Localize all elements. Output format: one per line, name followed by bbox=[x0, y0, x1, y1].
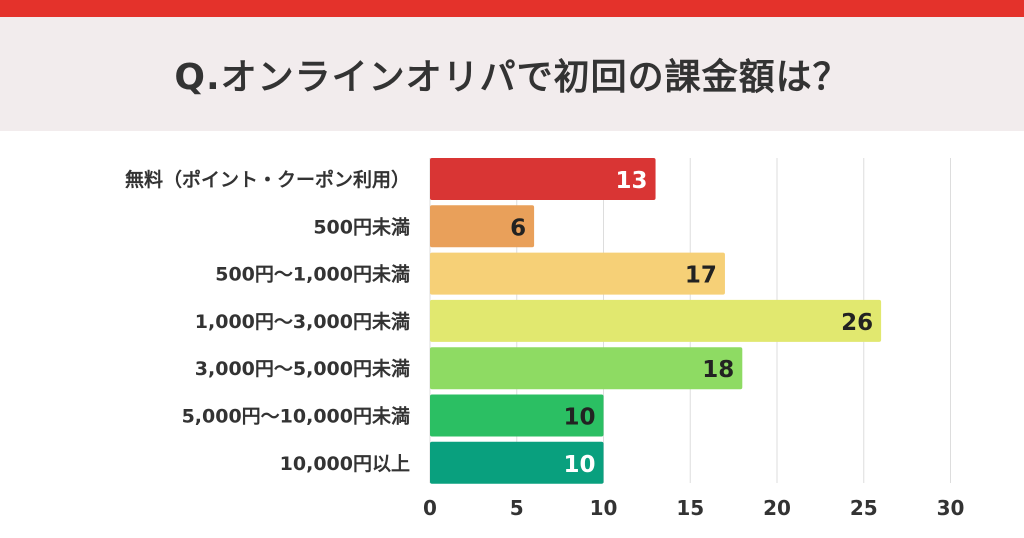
value-label: 17 bbox=[685, 263, 717, 289]
category-label: 3,000円〜5,000円未満 bbox=[195, 357, 410, 380]
bar bbox=[430, 299, 882, 342]
value-label: 10 bbox=[563, 452, 595, 478]
category-label: 500円未満 bbox=[313, 215, 410, 238]
x-tick-label: 25 bbox=[850, 496, 878, 520]
x-tick-label: 10 bbox=[590, 496, 618, 520]
bar-chart: 無料（ポイント・クーポン利用） 500円未満 500円〜1,000円未満 1,000円… bbox=[125, 158, 964, 520]
bar bbox=[430, 158, 656, 200]
bar bbox=[430, 347, 743, 390]
bar bbox=[430, 205, 535, 248]
x-tick-label: 15 bbox=[676, 496, 704, 520]
bar bbox=[430, 394, 604, 437]
x-tick-label: 0 bbox=[423, 496, 437, 520]
value-label: 6 bbox=[510, 215, 526, 241]
chart-title: Q.オンラインオリパで初回の課金額は？ bbox=[174, 57, 850, 98]
bar bbox=[430, 441, 604, 484]
top-accent-bar bbox=[0, 0, 1024, 17]
value-label: 26 bbox=[841, 310, 873, 336]
x-tick-label: 5 bbox=[510, 496, 524, 520]
category-label: 5,000円〜10,000円未満 bbox=[182, 405, 410, 428]
value-label: 10 bbox=[563, 405, 595, 431]
category-label: 無料（ポイント・クーポン利用） bbox=[125, 168, 410, 191]
x-tick-labels: 0 5 10 15 20 25 30 bbox=[423, 496, 964, 520]
category-label: 1,000円〜3,000円未満 bbox=[195, 310, 410, 333]
title-band: Q.オンラインオリパで初回の課金額は？ bbox=[0, 17, 1024, 131]
category-labels: 無料（ポイント・クーポン利用） 500円未満 500円〜1,000円未満 1,000円… bbox=[125, 168, 410, 475]
bars bbox=[430, 158, 882, 484]
bar bbox=[430, 252, 725, 295]
value-label: 13 bbox=[616, 168, 648, 194]
value-label: 18 bbox=[702, 357, 734, 383]
value-labels: 13 6 17 26 18 10 10 bbox=[510, 168, 873, 478]
x-tick-label: 30 bbox=[937, 496, 965, 520]
category-label: 500円〜1,000円未満 bbox=[215, 263, 410, 286]
category-label: 10,000円以上 bbox=[280, 453, 410, 475]
x-tick-label: 20 bbox=[763, 496, 791, 520]
